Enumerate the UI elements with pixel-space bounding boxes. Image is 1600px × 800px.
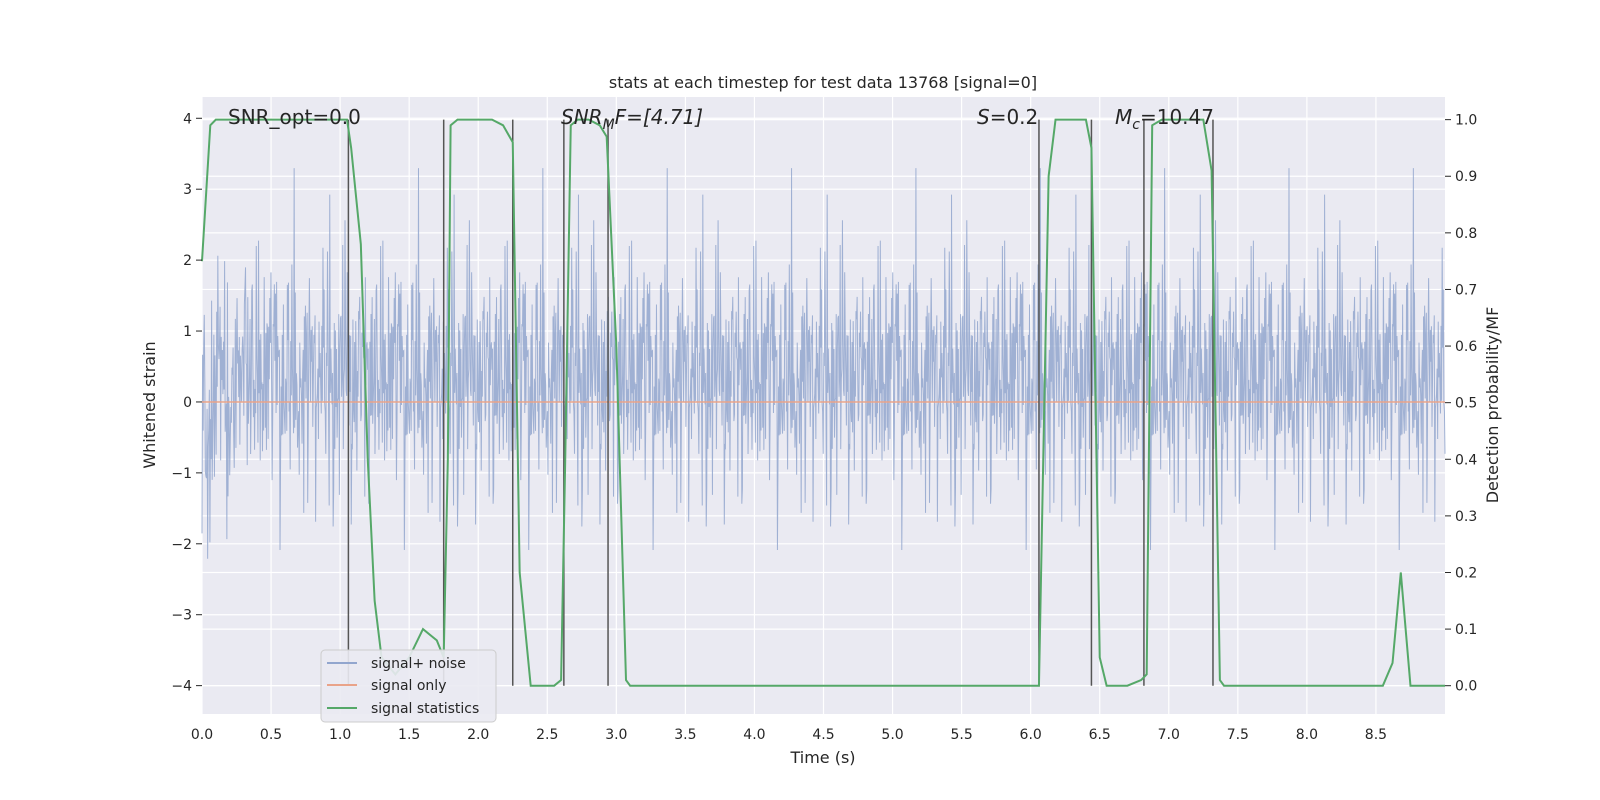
annotation-s-symbol: S	[977, 105, 990, 129]
legend-label-noise: signal+ noise	[371, 656, 466, 672]
x-tick-label: 1.0	[329, 727, 351, 743]
annotation-snr-mf-sub: M	[603, 117, 615, 133]
annotation-mc-value: =10.47	[1140, 105, 1214, 129]
x-tick-label: 1.5	[398, 727, 420, 743]
x-tick-label: 4.5	[812, 727, 834, 743]
x-tick-label: 6.0	[1020, 727, 1042, 743]
x-tick-label: 4.0	[743, 727, 765, 743]
noise-line	[201, 168, 1446, 559]
y-tick-label: 0	[183, 395, 192, 411]
y2-tick-label: 0.4	[1455, 452, 1477, 468]
x-tick-label: 0.5	[260, 727, 282, 743]
y-tick-label: −3	[171, 608, 192, 624]
annotation-mc: Mc=10.47	[1115, 105, 1214, 133]
x-tick-label: 5.5	[950, 727, 972, 743]
legend-box	[320, 649, 497, 723]
x-tick-label: 2.0	[467, 727, 489, 743]
y2-tick-label: 0.9	[1455, 169, 1477, 185]
y2-tick-label: 0.1	[1455, 622, 1477, 638]
x-tick-label: 6.5	[1089, 727, 1111, 743]
x-tick-labels: 0.0 0.5 1.0 1.5 2.0 2.5 3.0 3.5 4.0 4.5 5.0 5.5 6.0 6…	[191, 727, 1387, 743]
y-tick-label: −2	[171, 537, 192, 553]
y-tick-label: 2	[183, 253, 192, 269]
annotation-mc-sub: c	[1132, 117, 1140, 133]
legend-label-signal: signal only	[371, 678, 446, 694]
x-axis-label: Time (s)	[789, 748, 855, 767]
y-tick-label: −1	[171, 466, 192, 482]
x-tick-label: 2.5	[536, 727, 558, 743]
y-tick-label: 4	[183, 111, 192, 127]
annotation-snr-opt: SNR_opt=0.0	[228, 105, 361, 129]
x-tick-label: 8.5	[1365, 727, 1387, 743]
y2-tick-label: 0.8	[1455, 226, 1477, 242]
legend-label-statistics: signal statistics	[371, 701, 479, 717]
legend: signal+ noise signal only signal statist…	[320, 649, 497, 723]
y2-tick-label: 0.6	[1455, 339, 1477, 355]
annotation-s: S=0.2	[977, 105, 1038, 129]
y2-tick-label: 1.0	[1455, 113, 1477, 129]
y2-tick-label: 0.3	[1455, 509, 1477, 525]
y-tick-label: −4	[171, 679, 192, 695]
y-axis-label: Whitened strain	[140, 341, 159, 468]
series-signal-noise	[201, 168, 1446, 559]
y2-tick-label: 0.5	[1455, 396, 1477, 412]
y2-tick-label: 0.7	[1455, 282, 1477, 298]
x-tick-label: 8.0	[1296, 727, 1318, 743]
y2-tick-label: 0.0	[1455, 679, 1477, 695]
x-tick-label: 7.0	[1158, 727, 1180, 743]
annotation-snr-mf-base: SNR	[561, 105, 603, 129]
y-tick-label: 3	[183, 182, 192, 198]
x-tick-label: 0.0	[191, 727, 213, 743]
y-tick-labels: −4 −3 −2 −1 0 1 2 3 4	[171, 111, 202, 695]
vertical-lines	[347, 119, 1214, 686]
x-tick-label: 5.0	[881, 727, 903, 743]
y2-tick-labels: 0.0 0.1 0.2 0.3 0.4 0.5 0.6 0.7 0.8 0.9 1.0	[1445, 113, 1477, 695]
annotation-s-value: =0.2	[990, 105, 1039, 129]
statistics-line	[201, 118, 1445, 687]
series-signal-statistics	[201, 118, 1445, 687]
y2-tick-label: 0.2	[1455, 565, 1477, 581]
x-tick-label: 3.5	[674, 727, 696, 743]
annotation-mc-symbol: M	[1115, 105, 1132, 129]
y2-axis-label: Detection probability/MF	[1483, 307, 1502, 504]
annotation-snr-mf: SNRMF=[4.71]	[561, 105, 703, 133]
chart-title: stats at each timestep for test data 137…	[609, 73, 1037, 92]
x-tick-label: 3.0	[605, 727, 627, 743]
x-tick-label: 7.5	[1227, 727, 1249, 743]
annotation-snr-mf-rest: F=[4.71]	[615, 105, 703, 129]
y-tick-label: 1	[183, 324, 192, 340]
